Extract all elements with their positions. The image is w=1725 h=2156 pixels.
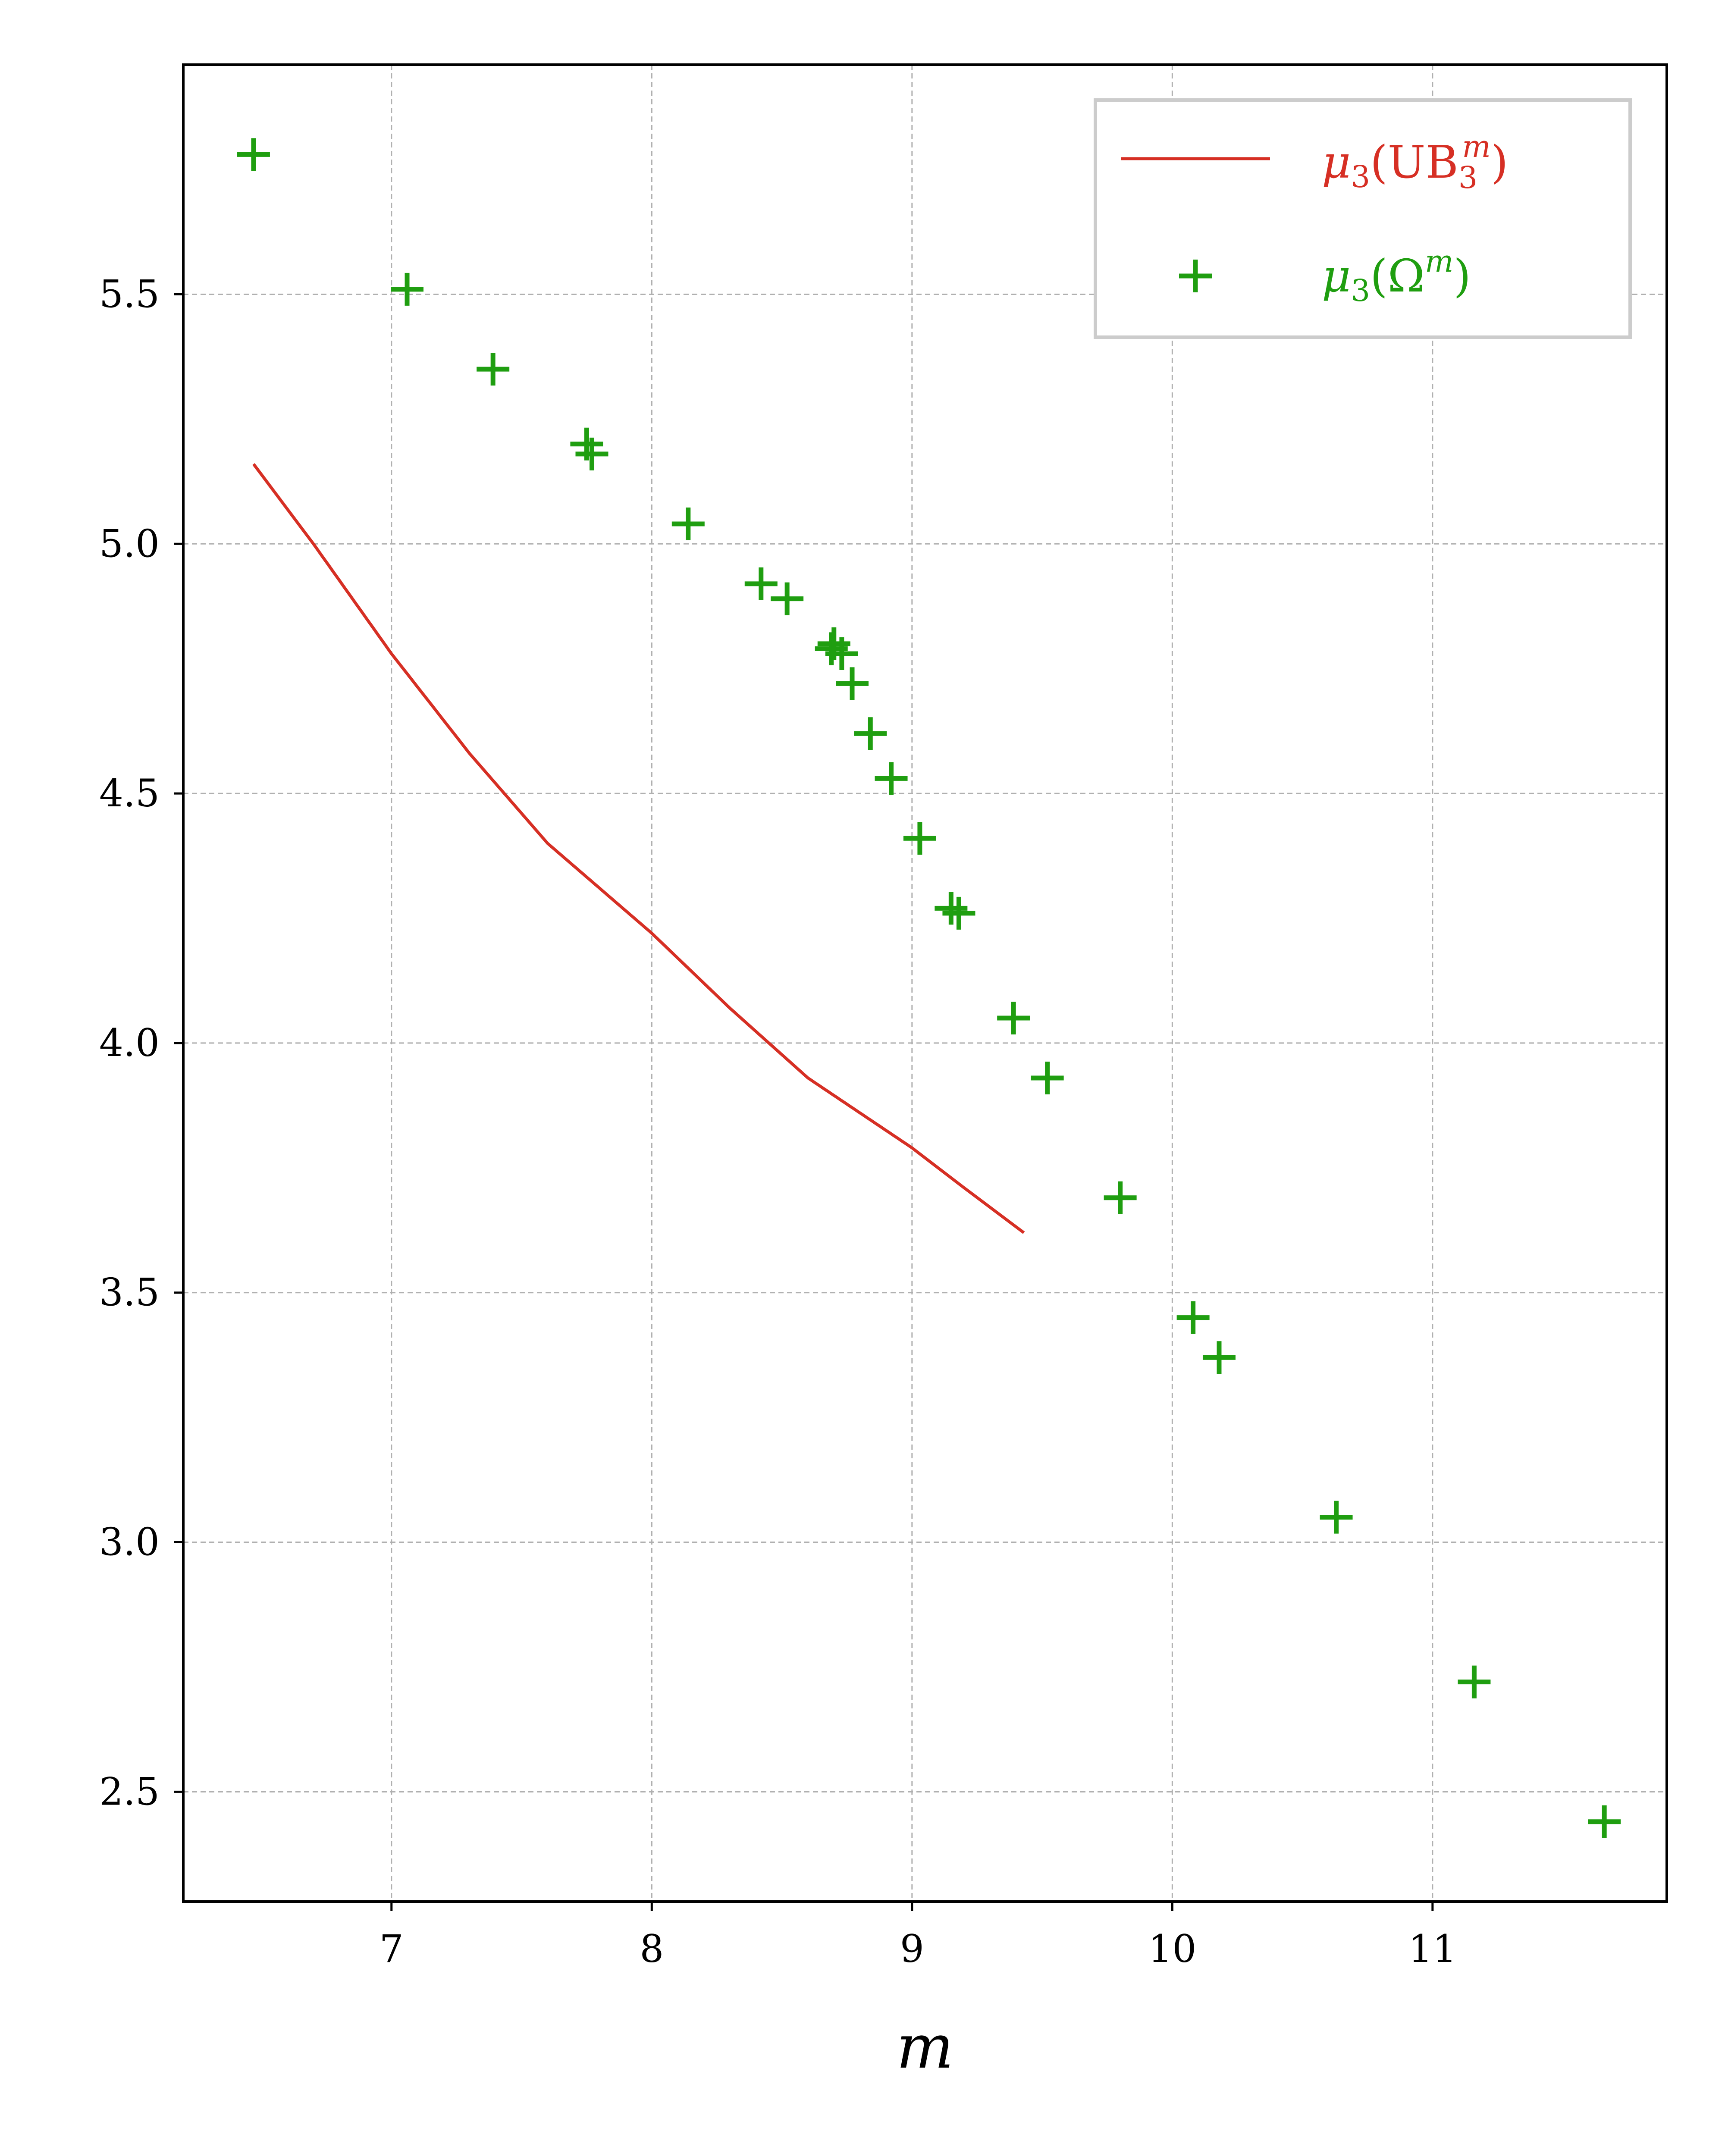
- data-point: [825, 637, 858, 670]
- x-tick-label: 7: [380, 1927, 404, 1971]
- y-tick-label: 3.0: [99, 1520, 160, 1564]
- axis-ticks: 7 8 9 10 11 2.5 3.0 3.5 4.0 4.5 5.0 5.5: [99, 272, 1457, 1971]
- x-tick-label: 10: [1148, 1927, 1196, 1971]
- legend-plus-marker: [1179, 260, 1212, 292]
- legend-box: [1094, 98, 1632, 339]
- y-tick-label: 3.5: [99, 1270, 160, 1315]
- data-point: [1176, 1301, 1210, 1334]
- data-point: [1588, 1805, 1621, 1838]
- y-tick-label: 5.5: [99, 272, 160, 317]
- data-point: [771, 582, 804, 615]
- data-point: [744, 567, 778, 600]
- x-tick-label: 8: [640, 1927, 664, 1971]
- x-tick-label: 11: [1408, 1927, 1457, 1971]
- grid-lines: [183, 65, 1667, 1902]
- y-tick-label: 2.5: [99, 1769, 160, 1814]
- data-point: [875, 762, 908, 795]
- x-axis-label: m: [897, 2012, 954, 2082]
- data-point: [997, 1002, 1030, 1035]
- data-point: [1104, 1181, 1137, 1214]
- data-point: [1202, 1341, 1236, 1374]
- data-point: [391, 273, 424, 306]
- data-point: [942, 896, 975, 930]
- plot-frame: [182, 63, 1668, 1903]
- legend: μ3(UB3m) μ3(Ωm): [1094, 98, 1632, 339]
- data-point: [1031, 1061, 1064, 1094]
- data-point: [671, 508, 705, 540]
- data-point: [854, 717, 887, 750]
- legend-marker-swatch: [1179, 260, 1212, 292]
- legend-label-omega: μ3(Ωm): [1322, 244, 1471, 308]
- data-point: [477, 353, 510, 386]
- data-point: [237, 138, 270, 171]
- y-tick-label: 4.5: [99, 771, 160, 815]
- legend-label-ub: μ3(UB3m): [1322, 129, 1508, 195]
- data-point: [1320, 1501, 1353, 1534]
- data-point: [935, 892, 968, 925]
- series-layer: [237, 138, 1621, 1838]
- series-line-ub: [252, 463, 1025, 1234]
- data-point: [836, 667, 869, 700]
- y-tick-label: 5.0: [99, 521, 160, 566]
- data-point: [903, 822, 936, 855]
- y-tick-label: 4.0: [99, 1021, 160, 1065]
- x-tick-label: 9: [900, 1927, 924, 1971]
- data-point: [1458, 1665, 1491, 1698]
- data-point: [575, 437, 608, 470]
